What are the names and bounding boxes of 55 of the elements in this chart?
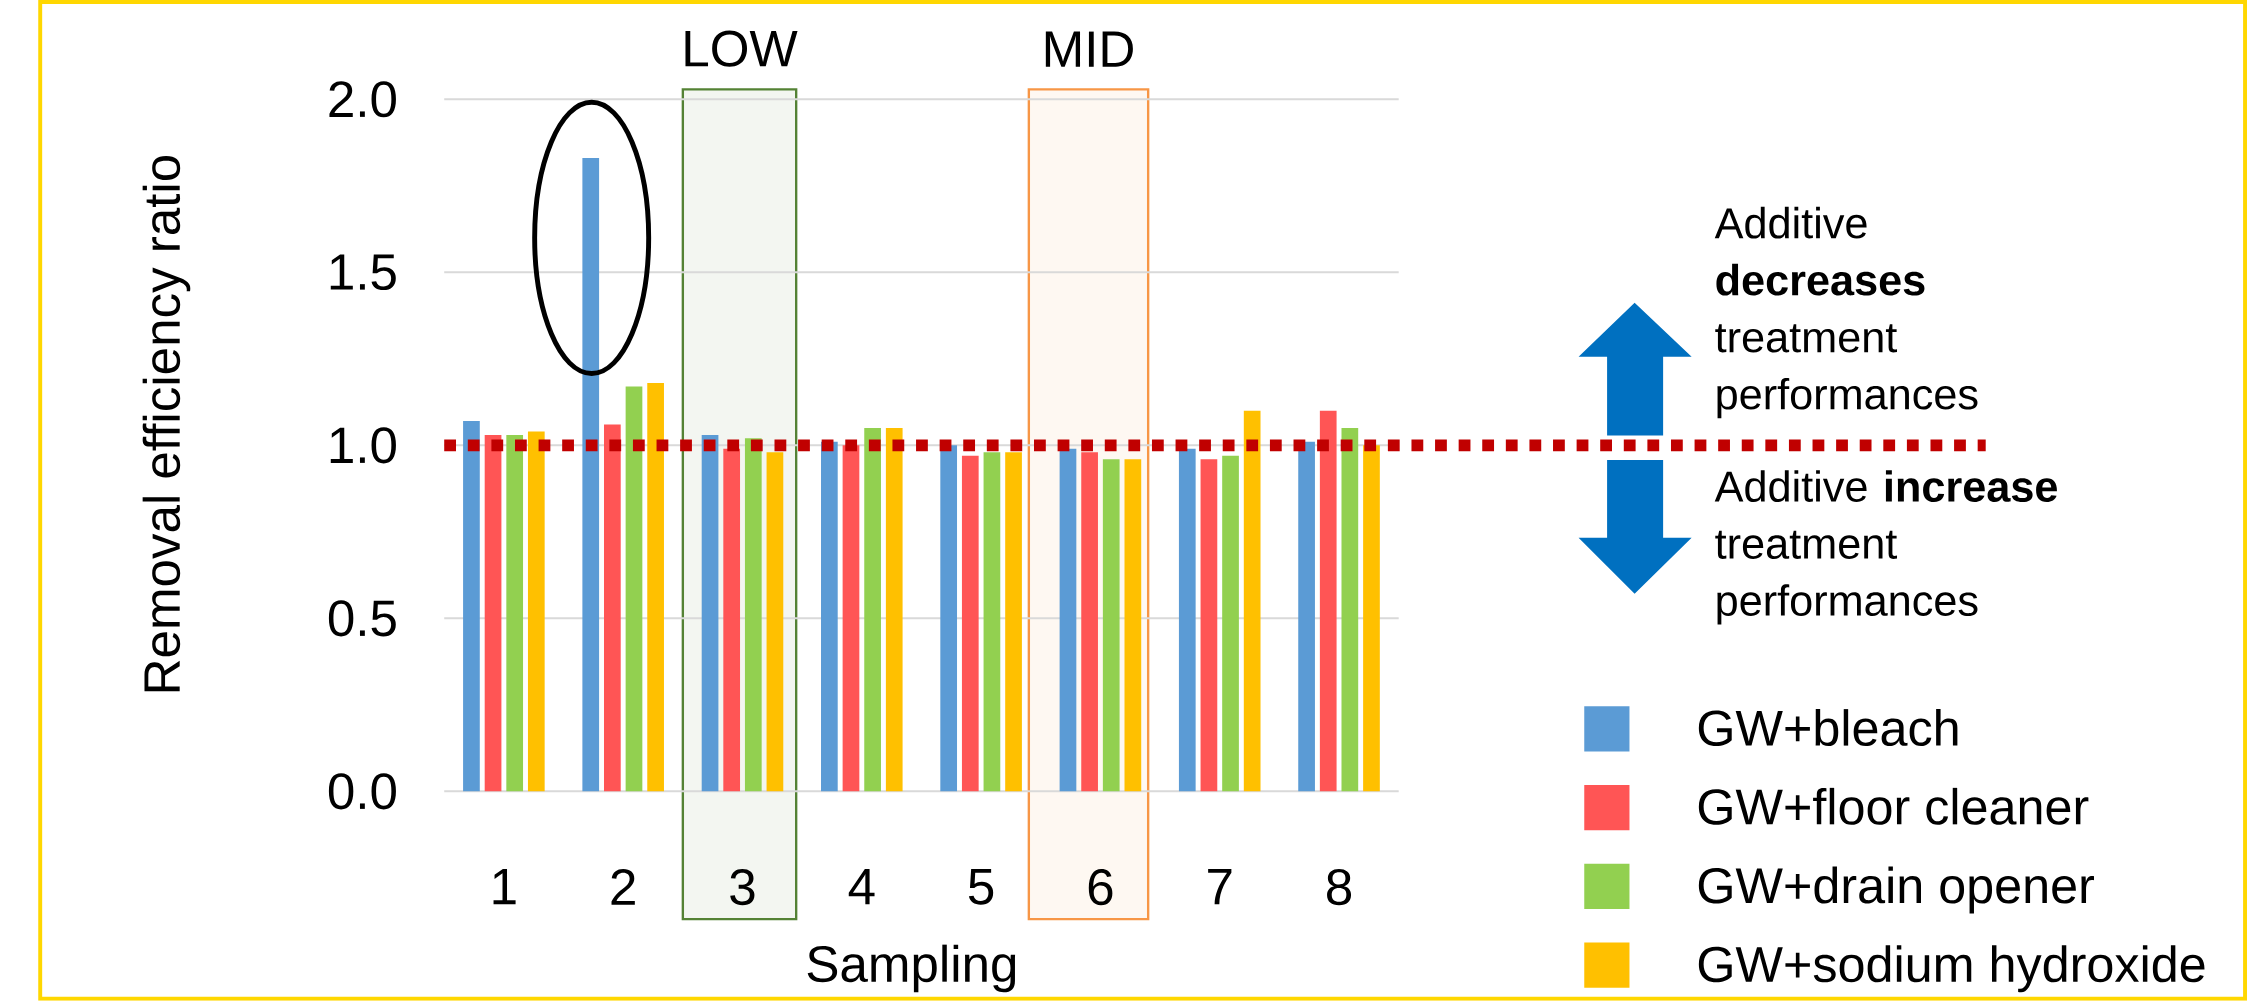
band-label: MID — [1045, 31, 1133, 67]
x-tick-label: 6 — [1088, 869, 1113, 906]
bar — [1059, 448, 1077, 792]
bar — [1341, 428, 1359, 792]
x-tick-label: 7 — [1208, 869, 1232, 905]
bar — [506, 435, 524, 792]
bar — [1298, 441, 1315, 792]
x-tick-label: 5 — [968, 869, 994, 905]
bar — [1222, 455, 1239, 792]
bar — [1081, 452, 1098, 792]
x-tick-label: 4 — [848, 869, 875, 905]
x-tick-label: 1 — [493, 869, 516, 905]
x-tick-label: 3 — [730, 869, 755, 906]
y-tick-label: 1.5 — [330, 254, 396, 291]
legend-label: GW+drain opener — [1698, 866, 2095, 914]
band-label: LOW — [685, 30, 798, 67]
bar — [527, 431, 545, 792]
y-tick-label: 2.0 — [329, 81, 396, 118]
legend-label: GW+floor cleaner — [1698, 788, 2089, 825]
bar — [864, 428, 881, 792]
legend-label: GW+bleach — [1698, 709, 1958, 747]
x-tick-label: 2 — [611, 869, 635, 905]
bar — [723, 448, 741, 792]
y-tick-label: 1.0 — [330, 427, 396, 464]
bar — [1102, 459, 1120, 792]
bar — [821, 441, 838, 792]
bar — [1200, 459, 1218, 792]
bar — [766, 452, 784, 792]
bar — [842, 445, 860, 792]
bar — [625, 386, 643, 792]
bar — [1363, 445, 1380, 792]
x-tick-label: 8 — [1327, 869, 1352, 906]
bar — [1124, 459, 1142, 792]
text: Additive decreases treatment performances — [1714, 206, 1978, 419]
bar — [1243, 410, 1261, 792]
y-tick-label: 0.0 — [328, 773, 396, 810]
bar — [940, 445, 958, 792]
bar — [582, 158, 600, 792]
bar — [1178, 448, 1196, 792]
legend-label: GW+sodium hydroxide — [1698, 945, 2205, 993]
text: Additive increase treatment performances — [1714, 470, 2057, 625]
bar — [961, 455, 979, 792]
bar — [1005, 452, 1022, 792]
x-axis-title: Sampling — [807, 944, 1016, 993]
bar — [604, 424, 621, 792]
bar — [885, 428, 903, 792]
bar — [701, 435, 719, 792]
y-tick-label: 0.5 — [328, 600, 396, 637]
y-axis-title: Removal efficiency ratio — [142, 156, 191, 692]
bar — [983, 452, 1001, 792]
bar — [484, 435, 502, 792]
bar — [1319, 410, 1337, 792]
bar — [647, 383, 664, 792]
bar — [744, 438, 762, 792]
bar — [463, 421, 480, 792]
